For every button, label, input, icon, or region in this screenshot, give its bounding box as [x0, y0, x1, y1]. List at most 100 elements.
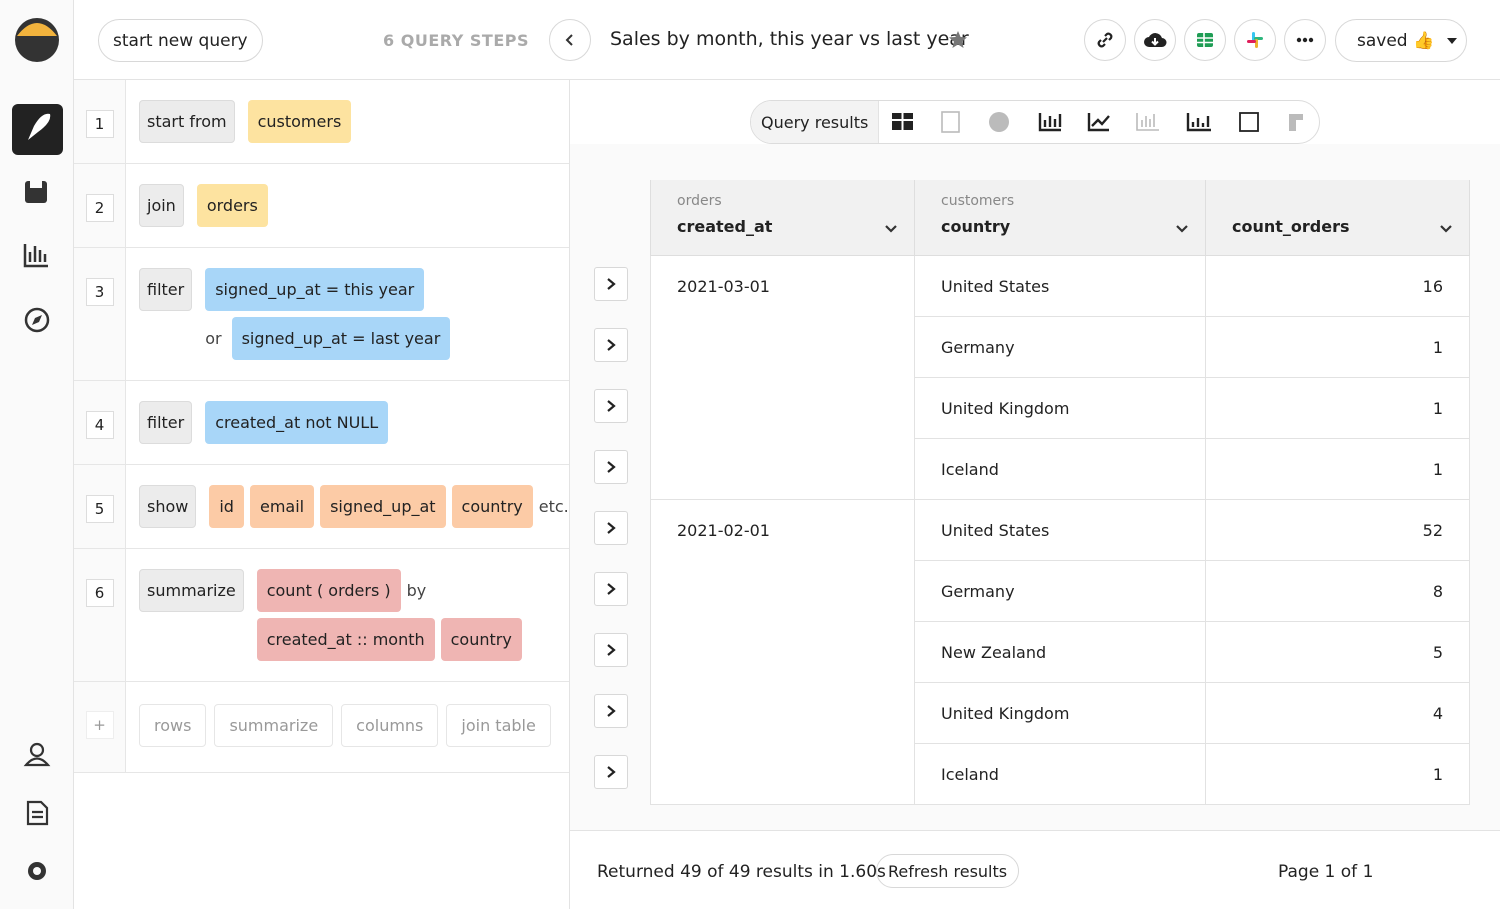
column-source: customers	[941, 193, 1015, 209]
step-verb[interactable]: join	[139, 184, 184, 227]
results-tab[interactable]: Query results	[751, 101, 880, 143]
token[interactable]: created_at not NULL	[205, 401, 389, 444]
table-tab[interactable]	[892, 113, 914, 130]
step-body: join orders	[126, 164, 268, 247]
token-line: created_at not NULL	[205, 401, 389, 444]
step-number: 4	[85, 411, 114, 439]
add-step-button[interactable]: summarize	[214, 704, 334, 747]
column-name: created_at	[677, 217, 773, 236]
add-step-button[interactable]: rows	[139, 704, 207, 747]
count-cell: 1	[1206, 744, 1470, 805]
link-icon	[1097, 32, 1113, 48]
cloud-icon	[1144, 33, 1167, 47]
token[interactable]: customers	[247, 100, 352, 143]
token[interactable]: signed_up_at	[320, 485, 446, 528]
chevron-right	[607, 583, 616, 595]
nav-explore[interactable]	[24, 307, 50, 333]
link-button[interactable]	[1084, 19, 1126, 61]
column-source: orders	[677, 193, 722, 209]
chevron-right	[607, 278, 616, 290]
connector-text: by	[406, 581, 427, 600]
expand-row-button[interactable]	[594, 694, 628, 728]
step-verb[interactable]: summarize	[139, 569, 244, 612]
token[interactable]: orders	[196, 184, 268, 227]
sort-chevron[interactable]	[1439, 224, 1453, 234]
expand-row-button[interactable]	[594, 450, 628, 484]
chevron-right	[607, 339, 616, 351]
sheets-button[interactable]	[1184, 19, 1226, 61]
expand-row-button[interactable]	[594, 389, 628, 423]
token[interactable]: created_at :: month	[256, 618, 435, 661]
add-step-plus[interactable]: +	[85, 711, 114, 739]
token[interactable]: count ( orders )	[256, 569, 401, 612]
add-step-button[interactable]: join table	[446, 704, 551, 747]
chevron-right	[607, 705, 616, 717]
step-verb[interactable]: filter	[139, 401, 193, 444]
token[interactable]: signed_up_at = this year	[205, 268, 425, 311]
step-number-col: 3	[74, 248, 126, 380]
step-verb[interactable]: show	[139, 485, 197, 528]
step-number: 1	[85, 110, 114, 138]
pagination: Page 1 of 1	[1278, 862, 1374, 882]
expand-row-button[interactable]	[594, 267, 628, 301]
step-body: show id email signed_up_at country etc.	[126, 465, 573, 548]
collapse-button[interactable]	[549, 19, 591, 61]
country-cell: New Zealand	[915, 622, 1206, 683]
step-verb[interactable]: start from	[139, 100, 235, 143]
step-verb[interactable]: filter	[139, 268, 193, 311]
more-button[interactable]	[1284, 19, 1326, 61]
pivot-tab[interactable]	[1239, 112, 1260, 132]
results-footer: Returned 49 of 49 results in 1.60s Refre…	[570, 830, 1500, 909]
count-text: 1	[1432, 399, 1443, 418]
line-tab[interactable]	[1088, 113, 1111, 132]
nav-charts[interactable]	[23, 244, 48, 268]
token[interactable]: signed_up_at = last year	[231, 317, 451, 360]
chevron-left	[565, 34, 573, 46]
chevron-right	[607, 644, 616, 656]
country-cell: Iceland	[915, 744, 1206, 805]
step-number: 6	[85, 579, 114, 607]
date-text: 2021-03-01	[677, 277, 770, 296]
combo-tab[interactable]	[1187, 113, 1212, 132]
token[interactable]: country	[451, 485, 533, 528]
column-header[interactable]: customers country	[915, 180, 1206, 256]
saved-dropdown[interactable]: saved 👍	[1335, 19, 1467, 62]
token-line: created_at :: month country	[256, 618, 522, 661]
count-cell: 4	[1206, 683, 1470, 744]
step-row: 3 filter signed_up_at = this year or signed_…	[74, 248, 569, 381]
country-text: Germany	[941, 338, 1015, 357]
token[interactable]: id	[209, 485, 244, 528]
expand-row-button[interactable]	[594, 633, 628, 667]
number-tab[interactable]	[941, 111, 961, 133]
country-text: Iceland	[941, 460, 999, 479]
bar-tab[interactable]	[1039, 113, 1062, 132]
refresh-button[interactable]: Refresh results	[876, 854, 1020, 888]
slack-icon	[1247, 32, 1263, 48]
expand-row-button[interactable]	[594, 328, 628, 362]
expand-row-button[interactable]	[594, 755, 628, 789]
token[interactable]: country	[440, 618, 522, 661]
column-tab[interactable]	[1136, 113, 1160, 131]
chevron-right	[607, 400, 616, 412]
expand-row-button[interactable]	[594, 511, 628, 545]
date-text: 2021-02-01	[677, 521, 770, 540]
column-header[interactable]: count_orders	[1206, 180, 1470, 256]
funnel-tab[interactable]	[1289, 114, 1304, 131]
pie-tab[interactable]	[989, 112, 1010, 132]
star-icon[interactable]	[948, 30, 968, 50]
slack-button[interactable]	[1234, 19, 1276, 61]
expand-row-button[interactable]	[594, 572, 628, 606]
account-body	[23, 757, 51, 767]
download-button[interactable]	[1134, 19, 1176, 61]
sort-chevron[interactable]	[1175, 224, 1189, 234]
new-query-button[interactable]: start new query	[98, 19, 263, 62]
nav-account[interactable]	[29, 742, 45, 758]
sort-chevron[interactable]	[884, 224, 898, 234]
add-step-button[interactable]: columns	[341, 704, 439, 747]
nav-docs[interactable]	[26, 800, 49, 826]
count-text: 1	[1432, 338, 1443, 357]
sidebar	[0, 0, 74, 909]
column-header[interactable]: orders created_at	[650, 180, 915, 256]
token[interactable]: email	[249, 485, 315, 528]
